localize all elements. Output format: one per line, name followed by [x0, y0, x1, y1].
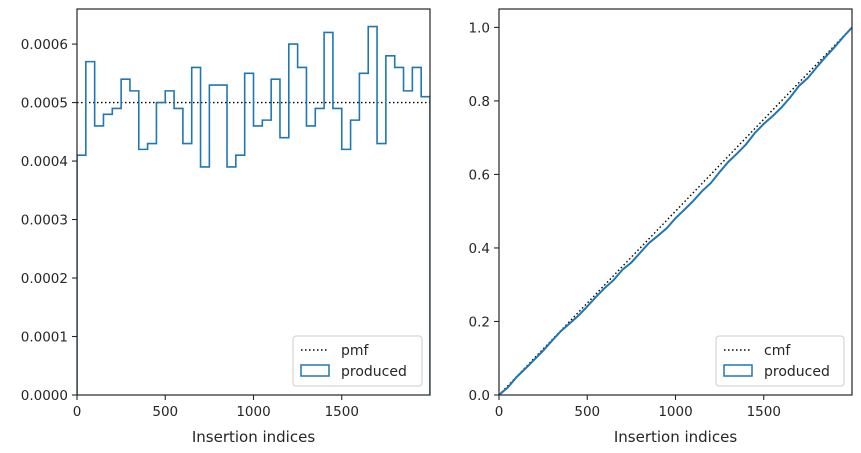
pmf-x-axis: 0 500 1000 1500	[73, 395, 359, 420]
pmf-histogram-chart: 0 500 1000 1500 0.00000.00010.00020.00030.0…	[21, 8, 431, 446]
pmf-x-tick-label: 1000	[236, 404, 270, 420]
pmf-y-tick-label: 0.0006	[21, 37, 68, 53]
cmf-y-tick-label: 0.8	[469, 94, 490, 110]
cmf-produced-line	[499, 26, 852, 395]
cmf-x-tick-label: 1000	[658, 404, 692, 420]
pmf-y-axis: 0.0000 0.0001 0.0002 0.0003 0.0004 0.0005 0.00…	[21, 37, 77, 404]
pmf-legend-ref-label: pmf	[341, 343, 370, 359]
pmf-legend-box	[292, 335, 423, 387]
pmf-y-tick-label: 0.0002	[21, 271, 68, 287]
cmf-y-tick-label: 0.2	[469, 314, 490, 330]
cmf-x-tick-label: 1500	[747, 404, 781, 420]
pmf-y-tick-label: 0.0003	[21, 213, 68, 229]
cmf-line-chart: 0 500 1000 1500 0.0 0.2 0.4 0.6 0.8 1.0 Insertio…	[469, 8, 853, 446]
cmf-y-axis: 0.0 0.2 0.4 0.6 0.8 1.0	[469, 20, 499, 404]
pmf-x-axis-label: Insertion indices	[192, 428, 315, 446]
cmf-legend: cmf produced	[715, 335, 845, 387]
cmf-y-tick-label: 0.6	[469, 167, 490, 183]
cmf-y-tick-label: 1.0	[469, 20, 490, 36]
cmf-x-tick-label: 0	[495, 404, 504, 420]
cmf-legend-produced-swatch	[723, 364, 753, 377]
cmf-legend-ref-label: cmf	[764, 343, 791, 359]
pmf-y-tick-label: 0.0000	[21, 388, 68, 404]
pmf-legend-produced-label: produced	[341, 364, 407, 380]
pmf-y-tick-label: 0.0001	[21, 330, 68, 346]
pmf-legend: pmf produced	[292, 335, 423, 387]
cmf-plot-content	[499, 26, 852, 395]
pmf-plot-content	[77, 25, 430, 395]
cmf-y-tick-label: 0.4	[469, 241, 490, 257]
pmf-x-tick-label: 1500	[325, 404, 359, 420]
pmf-legend-produced-swatch	[300, 364, 330, 377]
pmf-x-tick-label: 0	[73, 404, 82, 420]
pmf-produced-step	[77, 25, 430, 395]
cmf-x-axis: 0 500 1000 1500	[495, 395, 781, 420]
pmf-y-tick-label: 0.0005	[21, 96, 68, 112]
pmf-x-tick-label: 500	[152, 404, 178, 420]
cmf-legend-produced-label: produced	[764, 364, 830, 380]
cmf-legend-box	[715, 335, 845, 387]
cmf-x-axis-label: Insertion indices	[614, 428, 737, 446]
pmf-y-tick-label: 0.0004	[21, 154, 68, 170]
cmf-y-tick-label: 0.0	[469, 388, 490, 404]
cmf-x-tick-label: 500	[574, 404, 600, 420]
